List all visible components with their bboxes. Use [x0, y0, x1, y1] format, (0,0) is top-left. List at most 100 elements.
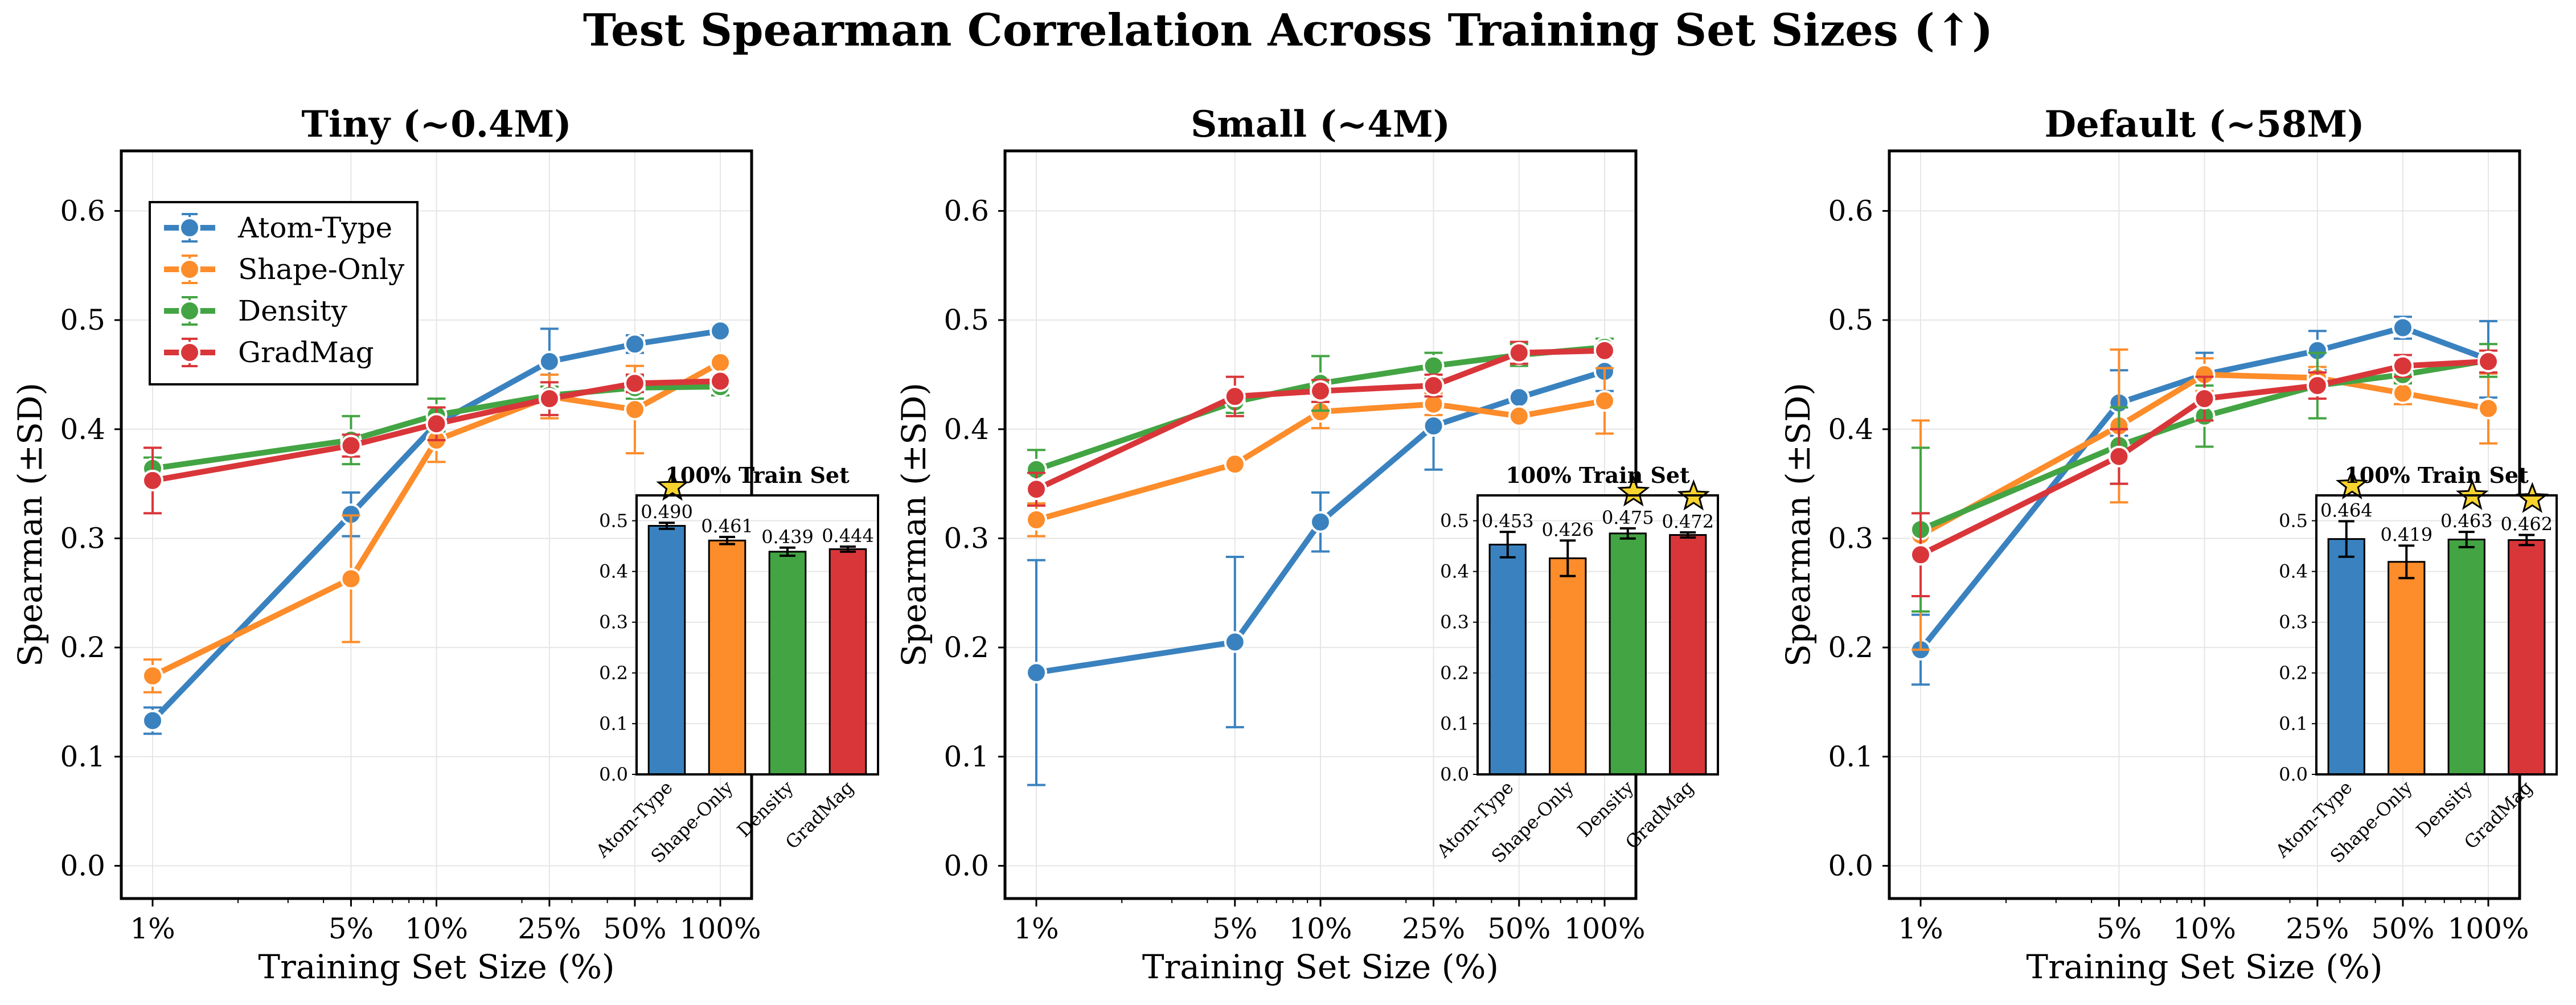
y-tick-label: 0.2	[1828, 631, 1873, 664]
inset-frame	[1476, 494, 1719, 776]
inset-value-label: 0.472	[1662, 511, 1714, 532]
x-tick-label: 25%	[1402, 912, 1465, 945]
legend-marker	[179, 300, 200, 322]
y-tick-label: 0.4	[1828, 413, 1873, 446]
series-line	[1036, 368, 1606, 676]
figure-title: Test Spearman Correlation Across Trainin…	[583, 5, 1993, 56]
inset-y-tick-label: 0.3	[2279, 612, 2308, 633]
data-point	[425, 413, 448, 435]
inset-value-label: 0.490	[641, 501, 693, 523]
x-tick-label: 50%	[1487, 912, 1550, 945]
inset-bar	[2447, 539, 2485, 776]
inset-y-tick-label: 0.4	[2279, 561, 2308, 583]
inset-y-tick-label: 0.2	[599, 662, 628, 684]
inset-y-tick-label: 0.0	[1440, 764, 1469, 785]
inset-bar	[2508, 539, 2546, 776]
inset-y-tick-label: 0.1	[1440, 713, 1469, 735]
data-point	[1026, 478, 1047, 501]
data-point	[2392, 355, 2414, 377]
inset-value-label: 0.444	[822, 525, 874, 547]
y-tick-label: 0.3	[944, 522, 989, 555]
legend-label: GradMag	[238, 336, 374, 369]
x-tick-label: 100%	[1564, 912, 1646, 945]
inset-y-tick-label: 0.1	[599, 713, 628, 735]
legend-marker	[179, 259, 200, 280]
data-point	[1594, 389, 1615, 412]
y-tick-label: 0.6	[944, 194, 989, 227]
series-line	[150, 328, 721, 723]
data-point	[2108, 445, 2130, 467]
inset-bar	[2388, 561, 2426, 776]
data-point	[1310, 511, 1331, 533]
inset-value-label: 0.462	[2500, 513, 2553, 535]
y-tick-label: 0.4	[944, 413, 989, 446]
data-point	[1910, 544, 1931, 566]
x-tick-label: 1%	[1898, 912, 1943, 945]
x-axis-label: Training Set Size (%)	[2026, 947, 2382, 986]
inset-value-label: 0.464	[2320, 499, 2373, 521]
y-tick-label: 0.1	[60, 740, 105, 773]
inset-frame	[2315, 494, 2558, 776]
inset-y-tick-label: 0.3	[599, 612, 628, 633]
panel-2: 0.0 0.1 0.2 0.3 0.4 0.5 0.6 1% 5% 10% 25% 50% 100% Sm…	[895, 103, 1719, 986]
x-tick-label: 1%	[130, 912, 175, 945]
inset-bar	[647, 524, 686, 776]
inset-bar	[1488, 543, 1527, 776]
data-point	[2392, 382, 2414, 404]
inset-y-tick-label: 0.3	[1440, 612, 1469, 633]
x-tick-label: 10%	[2173, 912, 2236, 945]
series-gradmag	[142, 370, 731, 515]
data-point	[709, 320, 731, 342]
data-point	[1508, 387, 1530, 409]
inset-bar	[1549, 557, 1587, 776]
inset-y-tick-label: 0.0	[599, 764, 628, 785]
data-point	[1026, 662, 1047, 684]
legend-label: Shape-Only	[238, 253, 405, 286]
data-point	[1224, 385, 1246, 408]
inset-y-tick-label: 0.5	[599, 510, 628, 532]
inset-bar	[708, 539, 746, 776]
panel-title: Default (~58M)	[2045, 103, 2365, 146]
y-tick-label: 0.0	[1828, 849, 1873, 882]
data-point	[2392, 317, 2414, 339]
series-line	[152, 384, 721, 471]
inset-title: 100% Train Set	[1506, 462, 1690, 488]
legend: Atom-Type Shape-Only Density GradMag	[149, 201, 419, 385]
best-star-icon	[2335, 468, 2369, 499]
inset-value-label: 0.439	[761, 526, 814, 548]
x-tick-label: 5%	[1212, 912, 1257, 945]
series-gradmag	[1026, 339, 1615, 507]
inset-y-tick-label: 0.4	[599, 561, 628, 583]
y-tick-label: 0.3	[60, 522, 105, 555]
data-point	[142, 664, 163, 687]
inset-value-label: 0.475	[1602, 507, 1654, 528]
y-tick-label: 0.2	[60, 631, 105, 664]
data-point	[624, 372, 646, 395]
data-point	[2306, 375, 2328, 397]
x-tick-label: 100%	[680, 912, 761, 945]
panel-1: 0.0 0.1 0.2 0.3 0.4 0.5 0.6 1% 5% 10% 25% 50% 100% Ti…	[11, 103, 879, 986]
y-tick-label: 0.0	[944, 849, 989, 882]
inset-y-tick-label: 0.4	[1440, 561, 1469, 583]
y-axis-label: Spearman (±SD)	[11, 383, 50, 667]
series-shape-only	[1026, 367, 1615, 538]
y-tick-label: 0.0	[60, 849, 105, 882]
inset-y-tick-label: 0.2	[2279, 662, 2308, 684]
y-tick-label: 0.4	[60, 413, 105, 446]
inset-value-label: 0.453	[1482, 510, 1534, 532]
data-point	[1594, 339, 1615, 362]
inset-y-tick-label: 0.5	[2279, 510, 2308, 532]
y-tick-label: 0.1	[944, 740, 989, 773]
inset-value-label: 0.461	[701, 515, 753, 537]
data-point	[1224, 453, 1246, 475]
series-line	[151, 360, 722, 679]
data-point	[2477, 350, 2499, 372]
data-point	[624, 333, 646, 355]
series-line	[1919, 358, 2489, 532]
legend-label: Density	[238, 294, 348, 327]
best-star-icon	[1617, 475, 1650, 507]
series-gradmag	[1910, 349, 2499, 598]
inset-chart: 0.00.10.20.30.40.5 0.490Atom-Type0.461Sha…	[591, 462, 879, 867]
x-tick-label: 5%	[329, 912, 374, 945]
